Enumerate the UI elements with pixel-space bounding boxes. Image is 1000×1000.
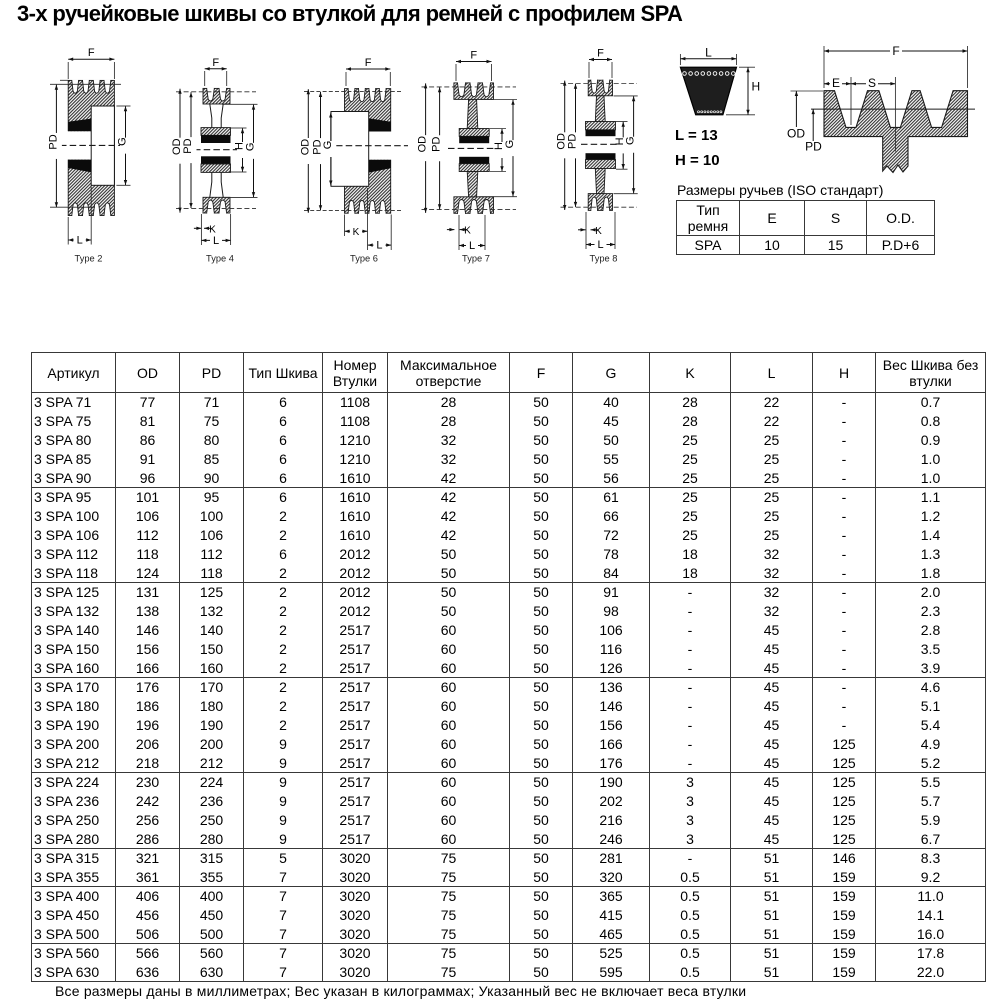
svg-text:F: F <box>470 50 477 62</box>
svg-text:G: G <box>504 140 516 149</box>
svg-text:H: H <box>752 80 761 94</box>
svg-text:G: G <box>117 137 129 146</box>
svg-text:E: E <box>832 76 840 90</box>
svg-text:F: F <box>88 47 95 59</box>
svg-text:L: L <box>469 240 475 252</box>
svg-text:Type 6: Type 6 <box>350 254 378 264</box>
svg-text:K: K <box>464 226 471 237</box>
svg-text:OD: OD <box>417 136 429 153</box>
svg-text:K: K <box>209 224 216 235</box>
svg-text:H: H <box>493 142 505 150</box>
svg-text:S: S <box>868 76 876 90</box>
svg-text:G: G <box>245 143 257 152</box>
svg-text:PD: PD <box>182 138 194 153</box>
svg-text:F: F <box>597 48 604 60</box>
svg-text:OD: OD <box>171 138 183 155</box>
svg-text:L: L <box>597 239 603 251</box>
svg-text:PD: PD <box>47 134 59 149</box>
svg-text:G: G <box>625 136 637 145</box>
svg-text:PD: PD <box>312 139 324 154</box>
svg-text:H: H <box>614 137 626 145</box>
svg-text:H: H <box>234 142 246 150</box>
svg-text:K: K <box>353 227 360 238</box>
svg-text:Type 4: Type 4 <box>206 254 234 264</box>
svg-text:L: L <box>213 235 219 247</box>
svg-text:Type 2: Type 2 <box>75 254 103 264</box>
svg-text:L: L <box>705 46 712 60</box>
svg-text:PD: PD <box>431 137 443 152</box>
svg-text:PD: PD <box>805 140 822 154</box>
svg-text:L: L <box>77 235 83 247</box>
svg-text:F: F <box>892 44 899 58</box>
svg-text:F: F <box>212 57 219 69</box>
svg-text:Type 7: Type 7 <box>462 254 490 264</box>
svg-text:Type 8: Type 8 <box>590 254 618 264</box>
svg-text:F: F <box>365 57 372 69</box>
svg-text:OD: OD <box>556 133 568 150</box>
svg-text:PD: PD <box>567 134 579 149</box>
svg-text:L: L <box>376 240 382 252</box>
svg-text:K: K <box>595 226 602 237</box>
svg-text:OD: OD <box>299 139 311 156</box>
svg-text:G: G <box>322 141 334 150</box>
svg-text:OD: OD <box>787 127 805 141</box>
